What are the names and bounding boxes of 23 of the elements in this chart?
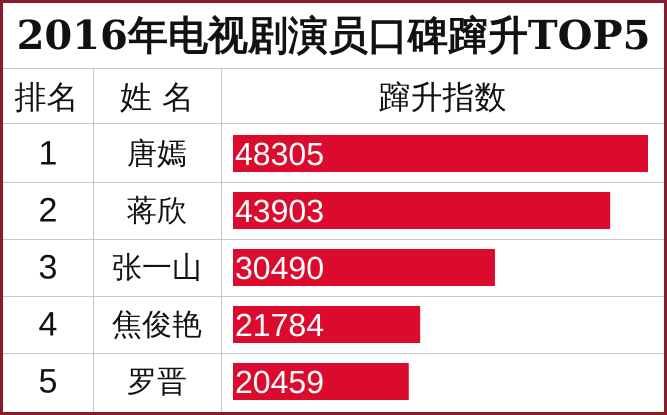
bar xyxy=(233,135,648,172)
y-tick-label: 蒋欣 xyxy=(127,194,187,228)
y-axis-title: 姓 名 xyxy=(118,77,196,118)
data-label: 48305 xyxy=(235,136,324,172)
data-label: 21784 xyxy=(235,306,324,343)
y-tick-label: 焦俊艳 xyxy=(112,308,202,342)
bar xyxy=(233,306,420,343)
data-label: 43903 xyxy=(235,192,324,229)
bar xyxy=(233,192,610,229)
text: 3 xyxy=(38,248,58,286)
text: 5 xyxy=(38,362,58,400)
data-label: 30490 xyxy=(235,250,324,286)
text: 排名 xyxy=(14,77,80,118)
bar xyxy=(233,249,495,286)
text: 1 xyxy=(38,134,58,172)
data-label: 20459 xyxy=(235,364,324,400)
x-axis-title: 蹿升指数 xyxy=(378,77,508,118)
text: 2 xyxy=(38,192,58,230)
y-tick-label: 唐嫣 xyxy=(127,136,187,172)
y-tick-label: 罗晋 xyxy=(127,364,187,400)
y-tick-label: 张一山 xyxy=(112,250,202,286)
text: 4 xyxy=(38,306,58,344)
chart-title: 2016年电视剧演员口碑蹿升TOP5 xyxy=(16,11,652,61)
